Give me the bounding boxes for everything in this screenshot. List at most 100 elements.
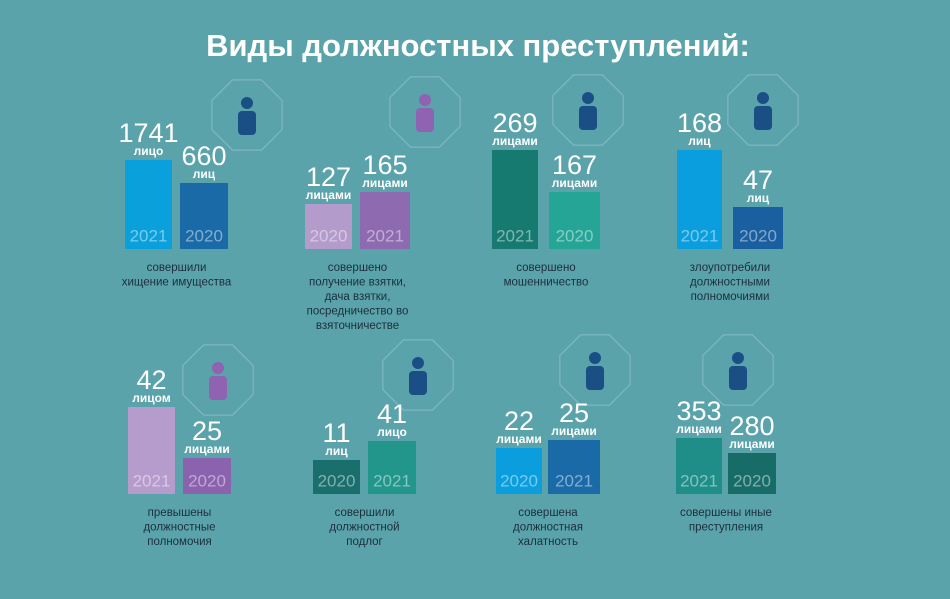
bar [733, 207, 783, 249]
bar [548, 440, 600, 494]
caption: должностные [143, 522, 215, 534]
bar [128, 407, 175, 494]
icon-body [754, 106, 772, 130]
bar-year: 2020 [188, 471, 226, 490]
caption: превышены [148, 507, 212, 519]
bar-unit: лицо [377, 425, 407, 439]
bar-unit: лиц [688, 134, 711, 148]
bar-unit: лиц [747, 191, 770, 205]
caption: полномочиями [691, 291, 770, 303]
bar-unit: лицом [132, 391, 171, 405]
bar-value: 47 [743, 165, 773, 195]
bar-unit: лицами [306, 188, 351, 202]
bar-year: 2020 [318, 471, 356, 490]
bar-year: 2021 [555, 471, 593, 490]
bar-year: 2021 [496, 226, 534, 245]
bar-value: 660 [181, 141, 226, 171]
caption: мошенничество [504, 277, 589, 289]
bar-year: 2020 [310, 226, 348, 245]
bar-year: 2021 [130, 226, 168, 245]
caption: подлог [346, 536, 383, 548]
caption: взяточничестве [316, 320, 399, 332]
icon-body [579, 106, 597, 130]
bar-year: 2021 [681, 226, 719, 245]
caption: совершено [516, 262, 575, 274]
icon-frame [382, 339, 454, 411]
caption: совершено [328, 262, 387, 274]
bar-unit: лиц [193, 167, 216, 181]
bar-value: 280 [729, 411, 774, 441]
bar-unit: лицами [362, 176, 407, 190]
title: Виды должностных преступлений: [206, 28, 750, 63]
bar-year: 2021 [366, 226, 404, 245]
icon-head [757, 92, 769, 104]
bar [360, 192, 410, 249]
caption: совершена [518, 507, 578, 519]
caption: должностной [329, 522, 399, 534]
bar-year: 2021 [373, 471, 411, 490]
caption: должностная [513, 522, 583, 534]
bar-value: 167 [552, 150, 597, 180]
caption: дача взятки, [325, 291, 391, 303]
icon-body [409, 371, 427, 395]
icon-head [412, 357, 424, 369]
bar-value: 127 [306, 162, 351, 192]
bar-year: 2020 [733, 471, 771, 490]
bar-unit: лицами [552, 176, 597, 190]
bar [492, 150, 538, 249]
bar [677, 150, 722, 249]
bar [549, 192, 600, 249]
icon-body [238, 111, 256, 135]
bar-unit: лицами [551, 424, 596, 438]
bar [305, 204, 352, 249]
icon-body [729, 366, 747, 390]
icon-frame [702, 334, 774, 406]
icon-body [586, 366, 604, 390]
caption: полномочия [147, 536, 212, 548]
icon-head [582, 92, 594, 104]
bar-value: 353 [676, 396, 721, 426]
caption: получение взятки, [309, 277, 406, 289]
icon-frame [727, 74, 799, 146]
icon-body [209, 376, 227, 400]
bar [368, 441, 416, 494]
caption: совершили [147, 262, 207, 274]
bar-unit: лицами [729, 437, 774, 451]
bar-value: 11 [322, 418, 350, 448]
bar-unit: лицами [496, 432, 541, 446]
bar [676, 438, 722, 494]
bar-year: 2020 [500, 471, 538, 490]
caption: совершили [335, 507, 395, 519]
caption: преступления [689, 522, 763, 534]
icon-head [241, 97, 253, 109]
icon-head [589, 352, 601, 364]
bar-year: 2020 [556, 226, 594, 245]
bar-year: 2021 [133, 471, 171, 490]
icon-frame [211, 79, 283, 151]
caption: совершены иные [680, 507, 772, 519]
bar-value: 25 [559, 398, 589, 428]
icon-head [212, 362, 224, 374]
bar-unit: лицами [184, 442, 229, 456]
bar-year: 2021 [680, 471, 718, 490]
bar-value: 168 [677, 108, 722, 138]
bar [180, 183, 228, 249]
bar-year: 2020 [739, 226, 777, 245]
bar [125, 160, 172, 249]
icon-frame [559, 334, 631, 406]
icon-frame [182, 344, 254, 416]
icon-frame [552, 74, 624, 146]
caption: должностными [690, 277, 770, 289]
caption: посредничество во [307, 306, 409, 318]
bar-unit: лицо [134, 144, 164, 158]
bar [728, 453, 776, 494]
bar-value: 165 [362, 150, 407, 180]
caption: халатность [518, 536, 578, 548]
bar [496, 448, 542, 494]
bar [183, 458, 231, 494]
caption: хищение имущества [122, 277, 232, 289]
bar [313, 460, 360, 494]
bar-unit: лиц [325, 444, 348, 458]
